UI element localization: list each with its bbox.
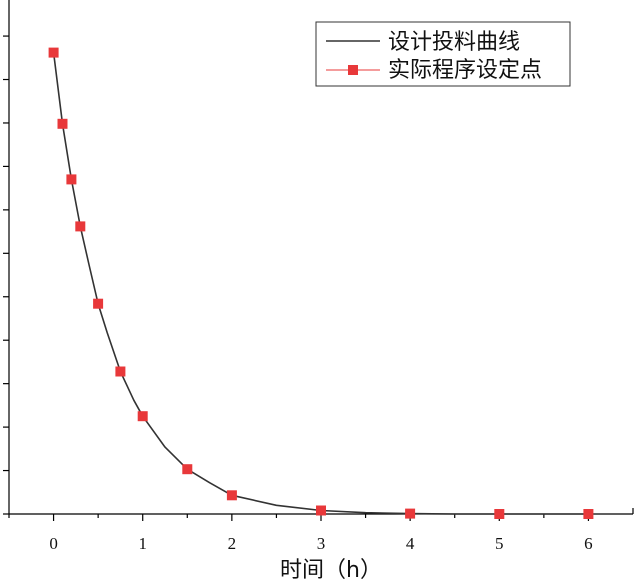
x-tick-label: 0 [49, 534, 58, 553]
setpoint-marker [75, 221, 86, 232]
x-tick-label: 3 [317, 534, 326, 553]
x-tick-label: 6 [584, 534, 593, 553]
x-tick-label: 2 [228, 534, 237, 553]
setpoint-marker [137, 411, 148, 422]
setpoint-marker [226, 490, 237, 501]
setpoint-marker [66, 174, 77, 185]
design-curve-layer [52, 52, 589, 515]
setpoint-marker [182, 464, 193, 475]
x-axis-title: 时间（h） [280, 558, 382, 583]
setpoint-marker [494, 509, 505, 519]
legend: 设计投料曲线 实际程序设定点 [315, 21, 571, 87]
x-tick-label: 5 [495, 534, 504, 553]
setpoint-marker [316, 505, 326, 516]
legend-label-design-curve: 设计投料曲线 [388, 30, 520, 55]
legend-label-setpoints: 实际程序设定点 [388, 58, 542, 83]
legend-box [315, 21, 571, 87]
setpoint-marker-layer [48, 47, 594, 519]
setpoint-marker [405, 508, 416, 519]
x-tick-label: 1 [138, 534, 147, 553]
setpoint-marker [115, 366, 126, 377]
x-tick-label: 4 [406, 534, 415, 553]
setpoint-marker [57, 118, 68, 129]
setpoint-marker [93, 298, 104, 309]
setpoint-marker [48, 47, 59, 58]
legend-square-marker [348, 65, 358, 75]
design-curve-line [52, 52, 589, 515]
setpoint-marker [583, 509, 594, 519]
